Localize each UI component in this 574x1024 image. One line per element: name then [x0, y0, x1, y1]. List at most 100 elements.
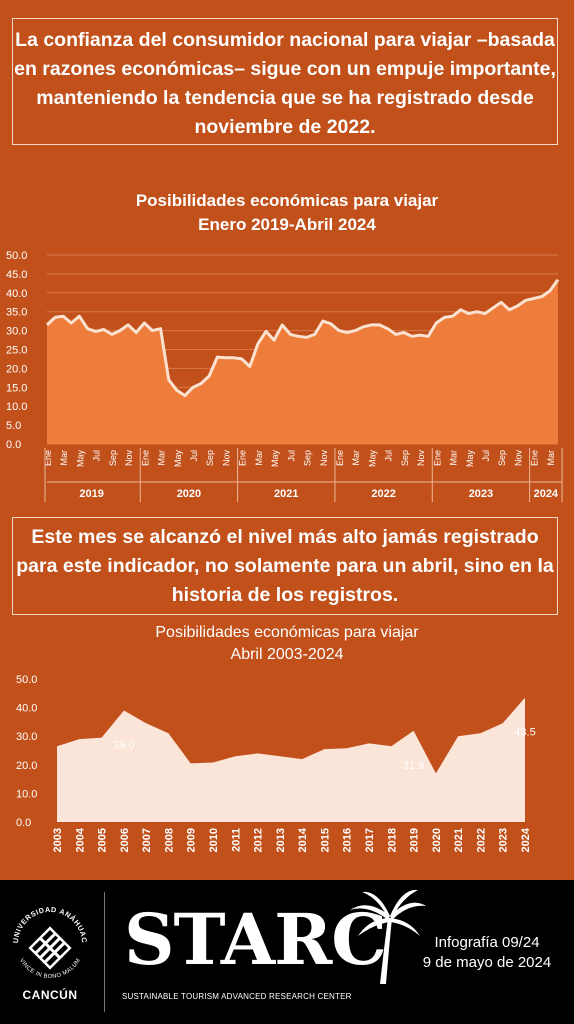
chart1-year-label: 2024 [534, 488, 559, 500]
chart1-month-tick-label: Nov [319, 450, 329, 467]
chart2-x-tick-label: 2022 [475, 828, 487, 852]
chart2-x-tick-label: 2019 [409, 828, 421, 852]
chart1-month-tick-label: Sep [497, 450, 507, 466]
chart2-title-block: Posibilidades económicas para viajar Abr… [0, 622, 574, 666]
chart1-month-tick-label: Jul [384, 450, 394, 462]
chart1-year-label: 2021 [274, 488, 298, 500]
chart1-y-tick-label: 0.0 [6, 439, 21, 451]
chart2-x-tick-label: 2004 [74, 827, 86, 852]
chart1-month-tick-label: Mar [254, 450, 264, 466]
chart1-year-label: 2023 [469, 488, 493, 500]
chart1-month-tick-label: Sep [108, 450, 118, 466]
chart1-month-tick-label: Ene [238, 450, 248, 466]
chart1-monthly-area: 0.0 5.0 10.0 15.0 20.0 25.0 30.0 35.0 40.0 45.0 50… [6, 250, 563, 502]
chart2-area-fill [57, 697, 525, 822]
chart2-x-tick-label: 2012 [253, 828, 265, 852]
chart1-month-tick-label: May [465, 450, 475, 468]
chart1-month-tick-label: Jul [481, 450, 491, 462]
chart1-month-tick-label: Jul [189, 450, 199, 462]
chart2-x-tick-label: 2006 [119, 828, 131, 852]
chart1-y-tick-label: 15.0 [6, 382, 27, 394]
chart1-year-label: 2022 [371, 488, 395, 500]
starc-subtitle: SUSTAINABLE TOURISM ADVANCED RESEARCH CE… [122, 992, 352, 1001]
chart1-title-block: Posibilidades económicas para viajar Ene… [0, 189, 574, 237]
footer: UNIVERSIDAD ANÁHUAC VINCE IN BONO MALUM … [0, 880, 574, 1024]
chart1-y-tick-label: 45.0 [6, 269, 27, 281]
footer-divider [104, 892, 105, 1012]
starc-brand: STARC [124, 898, 387, 981]
chart1-month-tick-label: Mar [449, 450, 459, 466]
chart2-data-label: 43.5 [514, 727, 535, 739]
chart1-month-tick-label: Jul [286, 450, 296, 462]
chart2-x-tick-label: 2023 [498, 828, 510, 852]
chart1-month-tick-label: Ene [335, 450, 345, 466]
chart1-month-tick-label: Nov [221, 450, 231, 467]
chart2-april-area: 0.0 10.0 20.0 30.0 40.0 50.0 2003 2004 2005 2006 2… [16, 674, 536, 852]
infographic-date: 9 de mayo de 2024 [422, 954, 552, 971]
chart1-month-tick-label: Nov [513, 450, 523, 467]
chart2-x-tick-label: 2015 [319, 828, 331, 852]
chart1-subtitle: Enero 2019-Abril 2024 [198, 215, 376, 234]
chart1-area-fill [47, 279, 558, 444]
chart2-x-tick-label: 2018 [386, 828, 398, 852]
chart1-month-tick-label: Mar [59, 450, 69, 466]
chart1-year-label: 2020 [177, 488, 201, 500]
chart2-x-tick-label: 2005 [97, 828, 109, 852]
chart2-x-tick-label: 2014 [297, 827, 309, 852]
chart1-month-tick-label: Ene [432, 450, 442, 466]
chart2-x-tick-label: 2010 [208, 828, 220, 852]
chart1-month-tick-label: May [270, 450, 280, 468]
chart1-month-tick-label: Mar [546, 450, 556, 466]
chart2-x-tick-label: 2007 [141, 828, 153, 852]
chart2-title: Posibilidades económicas para viajar [155, 624, 419, 641]
chart1-month-tick-label: Ene [140, 450, 150, 466]
chart1-y-tick-label: 50.0 [6, 250, 27, 262]
chart1-month-tick-label: Mar [157, 450, 167, 466]
chart2-subtitle: Abril 2003-2024 [230, 646, 344, 663]
chart2-x-tick-label: 2020 [431, 828, 443, 852]
chart1-series-line [45, 278, 560, 398]
campus-label: CANCÚN [22, 988, 78, 1002]
chart1-month-tick-label: Nov [416, 450, 426, 467]
chart1-month-tick-label: Sep [205, 450, 215, 466]
chart1-y-tick-label: 35.0 [6, 307, 27, 319]
chart1-month-tick-label: Sep [400, 450, 410, 466]
chart2-y-tick-label: 10.0 [16, 788, 37, 800]
chart2-x-tick-label: 2009 [186, 828, 198, 852]
chart1-month-tick-label: May [173, 450, 183, 468]
chart1-y-tick-label: 40.0 [6, 288, 27, 300]
chart2-x-tick-label: 2013 [275, 828, 287, 852]
chart1-month-tick-label: Sep [303, 450, 313, 466]
chart1-y-tick-label: 30.0 [6, 326, 27, 338]
chart2-x-tick-label: 2016 [342, 828, 354, 852]
chart1-month-tick-label: Ene [43, 450, 53, 466]
chart1-month-tick-label: Ene [530, 450, 540, 466]
headline-top: La confianza del consumidor nacional par… [12, 18, 558, 145]
infographic-info: Infografía 09/24 9 de mayo de 2024 [400, 933, 574, 973]
chart1-y-tick-label: 25.0 [6, 345, 27, 357]
chart2-x-tick-label: 2008 [163, 828, 175, 852]
chart2-x-tick-label: 2024 [520, 827, 532, 852]
palm-tree-icon [350, 889, 426, 984]
chart2-y-tick-label: 20.0 [16, 760, 37, 772]
chart2-x-tick-label: 2003 [52, 828, 64, 852]
chart1-year-label: 2019 [79, 488, 103, 500]
chart1-title: Posibilidades económicas para viajar [135, 191, 439, 210]
chart1-y-tick-label: 10.0 [6, 401, 27, 413]
chart2-y-tick-label: 40.0 [16, 703, 37, 715]
chart1-month-tick-label: Mar [351, 450, 361, 466]
chart1-month-tick-label: May [367, 450, 377, 468]
chart2-x-tick-label: 2017 [364, 828, 376, 852]
chart2-x-tick-label: 2011 [230, 828, 242, 852]
chart1-y-tick-label: 5.0 [6, 420, 21, 432]
chart2-x-tick-label: 2021 [453, 828, 465, 852]
anahuac-emblem-icon [28, 926, 72, 970]
chart1-month-tick-label: Jul [92, 450, 102, 462]
chart2-data-label: 31.9 [403, 760, 424, 772]
anahuac-logo: UNIVERSIDAD ANÁHUAC VINCE IN BONO MALUM [8, 902, 92, 986]
infographic-number: Infografía 09/24 [434, 934, 540, 951]
chart1-y-tick-label: 20.0 [6, 363, 27, 375]
chart2-data-label: 39.0 [113, 739, 134, 751]
chart2-y-tick-label: 0.0 [16, 817, 31, 829]
chart2-y-tick-label: 50.0 [16, 674, 37, 686]
